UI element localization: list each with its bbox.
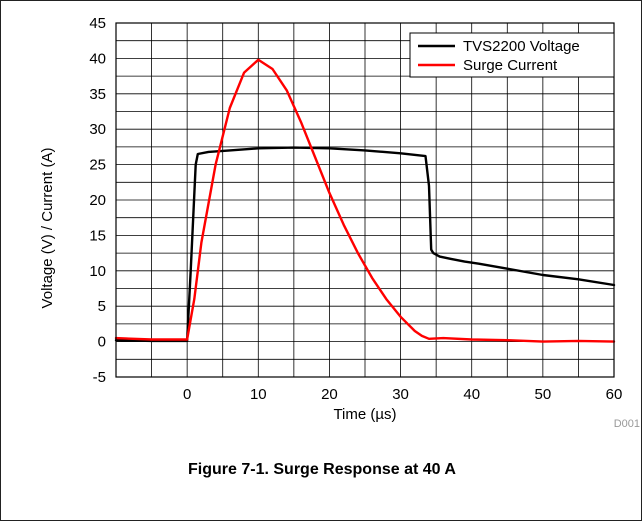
x-tick-label: 30	[392, 386, 409, 403]
x-tick-label: 60	[606, 386, 623, 403]
y-tick-label: 15	[89, 227, 106, 244]
tick-labels: 0 10 20 30 40 50 60 -5 0 5 10 15 20 25 30 35 40 45	[89, 15, 622, 403]
figure-caption: Figure 7-1. Surge Response at 40 A	[188, 461, 456, 478]
grid-lines	[115, 22, 615, 378]
figure-id: D001	[614, 418, 640, 430]
data-series	[114, 58, 616, 343]
y-tick-label: 10	[89, 263, 106, 280]
legend-box	[409, 32, 615, 78]
y-tick-label: 30	[89, 121, 106, 138]
x-tick-label: 0	[183, 386, 191, 403]
y-axis-label: Voltage (V) / Current (A)	[39, 148, 56, 309]
legend-label-current: Surge Current	[463, 57, 558, 74]
y-tick-label: 20	[89, 192, 106, 209]
plot-border	[115, 22, 615, 378]
y-tick-label: -5	[93, 369, 106, 386]
x-tick-label: 50	[535, 386, 552, 403]
series-line-current	[114, 58, 616, 343]
y-tick-label: 45	[89, 15, 106, 32]
x-tick-label: 20	[321, 386, 338, 403]
series-line-voltage	[114, 146, 616, 343]
y-tick-label: 0	[98, 334, 106, 351]
x-tick-label: 40	[463, 386, 480, 403]
y-tick-label: 40	[89, 50, 106, 67]
x-tick-label: 10	[250, 386, 267, 403]
y-tick-label: 5	[98, 298, 106, 315]
y-tick-label: 25	[89, 157, 106, 174]
x-axis-label: Time (µs)	[333, 406, 396, 423]
legend-label-voltage: TVS2200 Voltage	[463, 38, 580, 55]
y-tick-label: 35	[89, 86, 106, 103]
legend: TVS2200 Voltage Surge Current	[409, 32, 615, 78]
